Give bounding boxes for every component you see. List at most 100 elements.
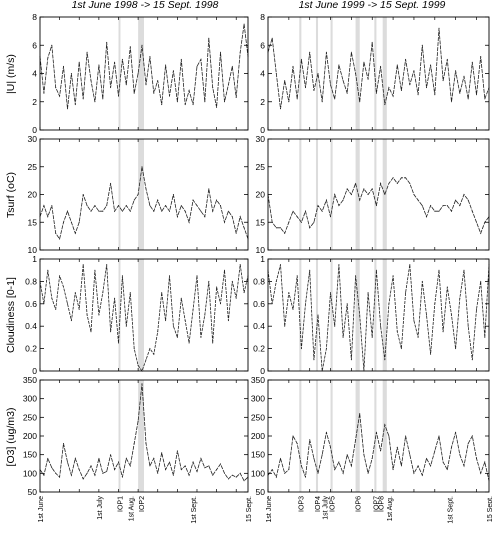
data-point	[118, 342, 119, 344]
data-point	[153, 210, 155, 212]
y-tick-label: 0.2	[253, 344, 265, 354]
data-point	[243, 292, 245, 294]
x-tick-label: IOP5	[330, 496, 337, 512]
x-tick-label: 15 Sept.	[246, 496, 253, 522]
y-tick-label: 2	[32, 97, 37, 107]
data-point	[184, 210, 186, 212]
y-tick-label: 10	[256, 245, 266, 255]
data-point	[371, 188, 373, 190]
data-point	[296, 443, 298, 444]
data-point	[350, 51, 352, 53]
data-point	[94, 101, 96, 103]
data-point	[480, 56, 482, 57]
data-point	[359, 101, 361, 103]
data-point	[220, 51, 221, 53]
data-point	[442, 461, 444, 463]
data-point	[392, 469, 394, 471]
y-tick-label: 0.8	[253, 276, 265, 286]
data-point	[421, 474, 423, 476]
data-point	[224, 269, 225, 271]
right-column-title: 1st June 1999 -> 15 Sept. 1999	[299, 0, 446, 11]
data-point	[196, 65, 198, 67]
data-point	[86, 314, 88, 316]
data-point	[86, 51, 88, 53]
data-point	[220, 303, 221, 305]
data-point	[388, 87, 390, 89]
data-point	[227, 84, 229, 86]
data-point	[280, 457, 281, 459]
data-point	[405, 177, 407, 179]
data-point	[325, 51, 327, 53]
data-point	[204, 216, 206, 218]
data-point	[330, 292, 331, 294]
data-point	[330, 216, 331, 218]
data-point	[172, 70, 174, 72]
data-point	[305, 303, 306, 305]
data-point	[200, 457, 202, 459]
data-point	[434, 303, 436, 305]
data-point	[375, 92, 377, 94]
data-point	[67, 210, 68, 212]
data-point	[169, 210, 170, 212]
data-point	[157, 331, 159, 333]
data-point	[180, 205, 182, 207]
data-point	[325, 431, 327, 433]
data-point	[317, 314, 319, 316]
data-point	[350, 194, 352, 195]
y-tick-label: 15	[256, 217, 266, 227]
data-point	[220, 205, 221, 207]
data-point	[350, 465, 352, 467]
data-point	[204, 101, 206, 103]
data-point	[145, 359, 147, 361]
data-point	[184, 320, 186, 322]
iop-shade-band	[138, 17, 144, 130]
data-point	[94, 474, 96, 476]
x-tick-label: IOP3	[298, 496, 305, 512]
data-point	[484, 336, 486, 338]
data-point	[334, 194, 336, 195]
y-tick-label: 250	[251, 412, 265, 422]
data-point	[212, 210, 214, 212]
data-point	[121, 476, 123, 478]
data-point	[300, 58, 302, 60]
data-point	[110, 454, 112, 456]
data-point	[446, 205, 448, 207]
data-point	[271, 469, 273, 471]
data-point	[367, 194, 369, 195]
data-point	[317, 472, 319, 474]
x-tick-label: IOP1	[118, 496, 125, 512]
iop-shade-band	[299, 139, 302, 250]
panel-cloud-1998: 0 0.2 0.4 0.6 0.8 1	[25, 254, 249, 376]
data-point	[55, 87, 57, 89]
data-point	[371, 336, 373, 338]
data-point	[325, 348, 327, 350]
data-point	[243, 23, 245, 25]
data-point	[227, 320, 229, 322]
data-point	[455, 199, 457, 201]
iop-shade-band	[355, 139, 360, 250]
data-point	[388, 435, 390, 437]
iop-shade-band	[382, 380, 387, 492]
data-point	[342, 80, 344, 82]
data-point	[86, 205, 88, 207]
series-line-o3-1998	[39, 383, 249, 482]
data-point	[321, 210, 323, 212]
data-point	[300, 348, 302, 350]
data-point	[426, 216, 427, 218]
data-point	[98, 64, 100, 66]
data-point	[47, 216, 49, 218]
data-point	[396, 182, 398, 184]
data-point	[359, 314, 361, 316]
data-point	[82, 194, 84, 195]
data-point	[125, 205, 127, 207]
data-point	[216, 469, 218, 471]
data-point	[235, 297, 237, 299]
data-point	[284, 80, 286, 82]
data-point	[275, 476, 277, 478]
data-point	[94, 205, 96, 207]
data-point	[330, 84, 331, 86]
data-point	[380, 325, 382, 327]
data-point	[176, 101, 178, 103]
y-tick-label: 0.6	[25, 299, 37, 309]
data-point	[51, 467, 53, 469]
